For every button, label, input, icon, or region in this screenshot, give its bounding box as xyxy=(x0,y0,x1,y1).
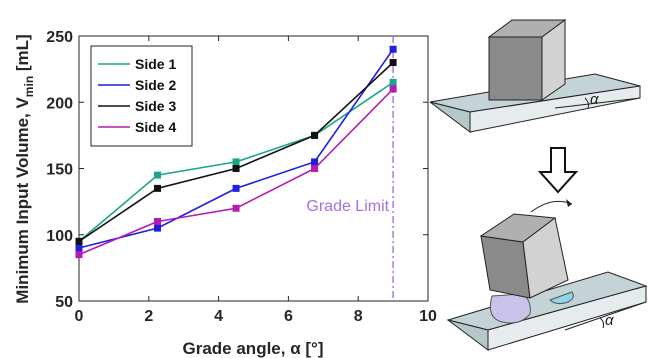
annotations: Grade Limit xyxy=(306,36,394,301)
data-point xyxy=(311,158,319,166)
y-axis-ticks: 50 100 150 200 250 xyxy=(46,29,428,311)
legend-label: Side 1 xyxy=(135,56,176,72)
y-tick-label: 50 xyxy=(55,294,73,311)
data-point xyxy=(389,45,397,53)
data-point xyxy=(75,244,83,252)
series-4 xyxy=(75,85,397,259)
block-on-ramp-illustration: α xyxy=(429,19,641,133)
data-point xyxy=(154,171,162,179)
data-point xyxy=(154,224,162,232)
x-tick-label: 4 xyxy=(214,308,223,325)
rotation-arrowhead xyxy=(566,199,572,207)
ramp-base-line xyxy=(429,101,471,133)
y-axis-label-unit: [mL] xyxy=(13,34,32,76)
rotation-arrow xyxy=(530,200,573,213)
ramp-base-bottom xyxy=(447,319,489,351)
data-point xyxy=(75,237,83,245)
angle-label-top: α xyxy=(590,91,599,108)
tilted-block-illustration: α xyxy=(446,199,648,351)
legend-box xyxy=(90,45,193,147)
data-point xyxy=(389,78,397,86)
x-tick-label: 8 xyxy=(354,308,363,325)
data-point xyxy=(75,251,83,259)
y-axis-label-main: Minimum Input Volume, V xyxy=(13,97,32,304)
data-point xyxy=(232,204,240,212)
block-front-face xyxy=(488,36,543,101)
data-point xyxy=(154,218,162,225)
x-axis-ticks: 0 2 4 6 8 10 xyxy=(75,36,437,325)
data-point xyxy=(311,165,319,172)
line-chart: 50 100 150 200 250 0 2 4 6 8 10 Grade Limit Grade… xyxy=(13,29,437,358)
y-tick-label: 150 xyxy=(46,162,73,179)
series-group xyxy=(75,45,397,259)
grade-limit-label: Grade Limit xyxy=(306,198,389,215)
droplet-left xyxy=(489,293,531,324)
tilted-block-front-face xyxy=(480,235,531,299)
angle-label-bottom: α xyxy=(605,312,614,329)
angle-arc xyxy=(584,97,590,109)
data-point xyxy=(232,184,240,192)
legend-label: Side 3 xyxy=(135,98,176,114)
y-tick-label: 200 xyxy=(46,95,73,112)
x-tick-label: 6 xyxy=(284,308,293,325)
data-point xyxy=(311,131,319,139)
y-tick-label: 250 xyxy=(46,29,73,46)
angle-arc-bottom xyxy=(599,317,605,329)
y-axis-label-subscript: min xyxy=(22,76,36,97)
y-axis-label: Minimum Input Volume, Vmin [mL] xyxy=(13,34,36,303)
x-tick-label: 0 xyxy=(75,308,84,325)
data-point xyxy=(389,85,397,93)
x-tick-label: 10 xyxy=(419,308,437,325)
angle-reference-line xyxy=(554,97,641,109)
series-3 xyxy=(75,59,397,245)
angle-reference-line-bottom xyxy=(564,301,647,331)
data-point xyxy=(389,59,397,66)
legend: Side 1 Side 2 Side 3 Side 4 xyxy=(90,45,193,147)
down-arrow-icon xyxy=(537,147,579,194)
data-point xyxy=(232,158,240,166)
x-axis-label: Grade angle, α [°] xyxy=(183,339,324,358)
series-2 xyxy=(75,45,397,252)
legend-label: Side 2 xyxy=(135,77,176,93)
tilted-block-side-face xyxy=(522,217,569,299)
legend-label: Side 4 xyxy=(135,119,176,135)
x-tick-label: 2 xyxy=(144,308,153,325)
y-tick-label: 100 xyxy=(46,228,73,245)
data-point xyxy=(232,165,240,172)
data-point xyxy=(154,184,162,192)
droplet-right xyxy=(549,291,574,305)
block-side-face xyxy=(541,19,566,101)
